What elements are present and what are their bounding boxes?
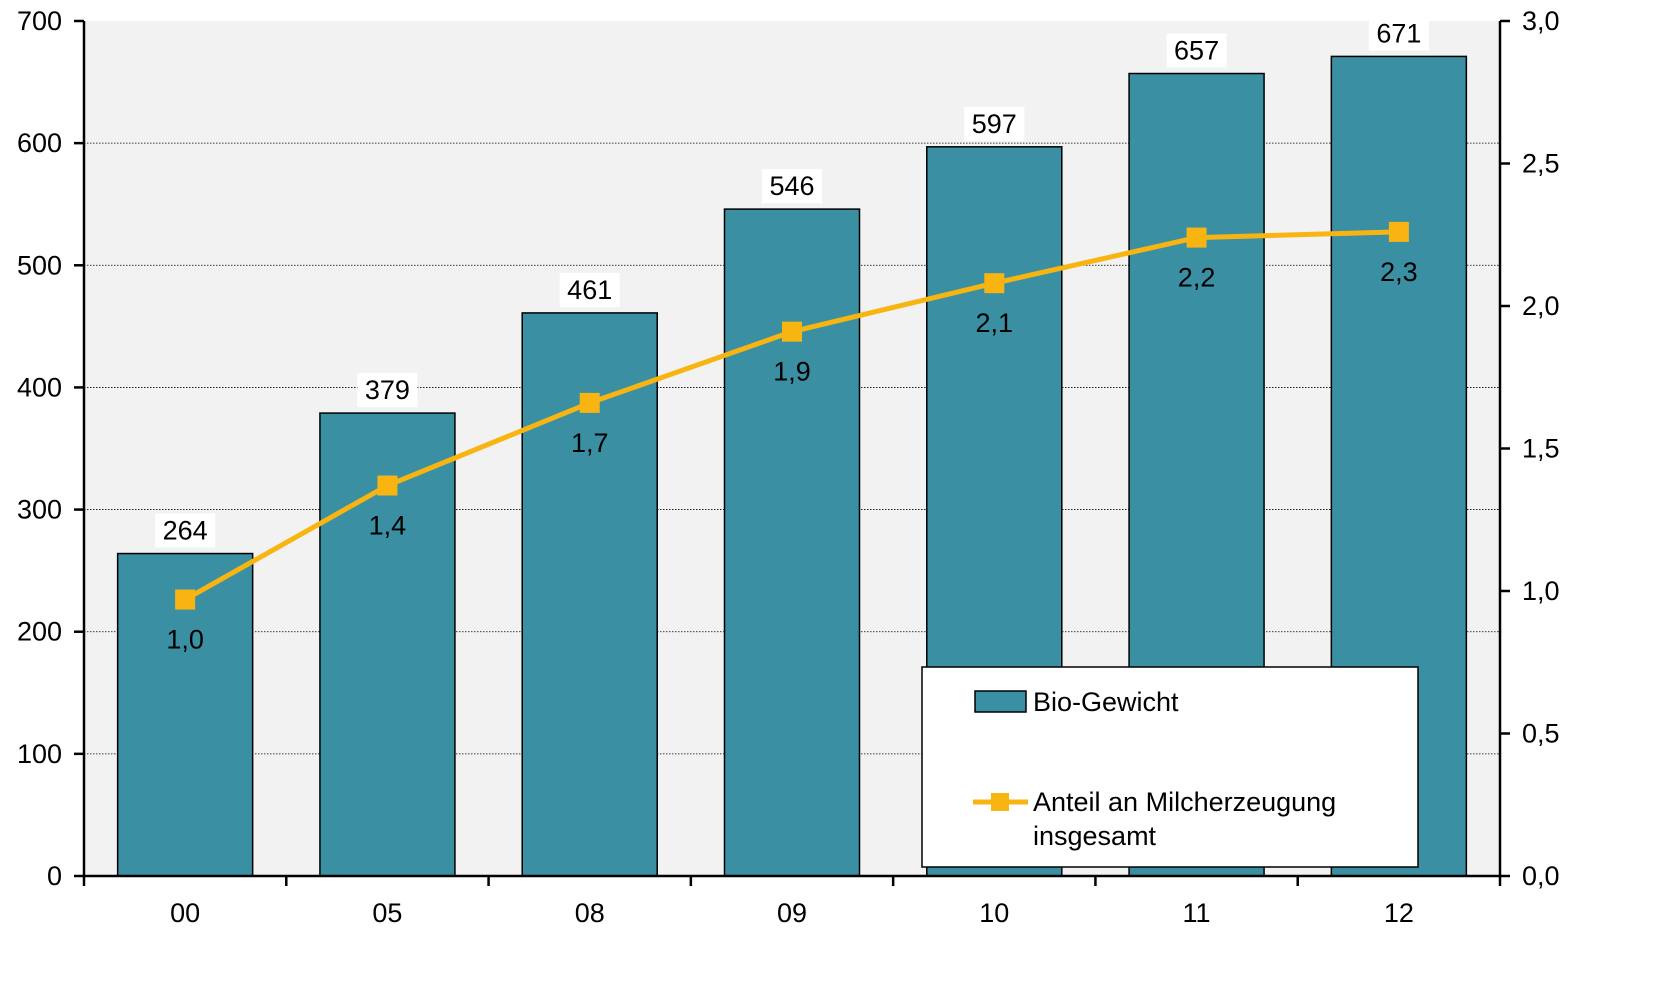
line-marker: [984, 273, 1005, 294]
legend-swatch-marker: [991, 793, 1009, 811]
y-left-tick-label: 500: [17, 250, 62, 280]
line-marker: [377, 475, 398, 496]
y-left-tick-label: 0: [47, 861, 62, 891]
x-tick-label: 00: [170, 898, 200, 928]
y-left-tick-label: 200: [17, 617, 62, 647]
line-series: [175, 221, 1409, 610]
bar-data-label: 379: [365, 375, 410, 405]
bar-data-label: 264: [163, 516, 208, 546]
y-right-tick-label: 1,0: [1522, 576, 1560, 606]
bar-data-label-bg: [1368, 16, 1429, 51]
y-right-tick-label: 2,5: [1522, 149, 1560, 179]
bar-data-label-bg: [964, 106, 1025, 141]
legend-label-line-2: insgesamt: [1033, 821, 1157, 851]
line-data-labels: 1,0 1,4 1,7 1,9 2,1 2,2 2,3: [166, 257, 1417, 655]
bar-data-label-bg: [762, 169, 822, 204]
bar-data-label-bg: [155, 513, 216, 548]
line-data-label: 1,0: [166, 625, 204, 655]
legend-label-line: Anteil an Milcherzeugung insgesamt: [1033, 787, 1344, 851]
y-right-tick-label: 3,0: [1522, 6, 1560, 36]
line-marker: [782, 321, 802, 342]
y-right-tick-label: 1,5: [1522, 434, 1560, 464]
y-left-tick-label: 600: [17, 128, 62, 158]
line-data-label: 2,2: [1178, 263, 1216, 293]
x-tick-label: 09: [777, 898, 807, 928]
line-marker: [1388, 221, 1409, 242]
y-right-tick-label: 2,0: [1522, 291, 1560, 321]
y-left-tick-label: 100: [17, 739, 62, 769]
x-tick-label: 08: [575, 898, 605, 928]
bar-data-label-bg: [1166, 33, 1227, 68]
bar-data-label-bg: [357, 373, 418, 408]
bar-data-label: 671: [1376, 18, 1421, 48]
bar-data-label: 546: [769, 171, 814, 201]
legend: Bio-Gewicht Anteil an Milcherzeugung ins…: [921, 666, 1419, 868]
legend-swatch-bar: [974, 690, 1027, 713]
line-marker: [1186, 227, 1207, 248]
y-right-tick-label: 0,0: [1522, 861, 1560, 891]
y-left-tick-label: 300: [17, 495, 62, 525]
y-left-tick-label: 400: [17, 372, 62, 402]
y-left-tick-label: 700: [17, 6, 62, 36]
axes: 0 100 200 300 400 500 600 700 0,0 0,5 1,0 1,5 2,0 2,5…: [17, 6, 1560, 928]
bar-data-label: 597: [972, 109, 1017, 139]
bar: [723, 208, 861, 877]
line-data-label: 1,4: [369, 511, 407, 541]
line-marker: [579, 392, 600, 413]
line-marker: [175, 589, 196, 610]
bar-data-label: 657: [1174, 36, 1219, 66]
x-tick-label: 05: [372, 898, 402, 928]
x-tick-label: 11: [1183, 898, 1211, 928]
x-tick-label: 12: [1384, 898, 1414, 928]
line-data-label: 2,3: [1380, 257, 1418, 287]
line-data-label: 1,7: [571, 428, 609, 458]
y-right-tick-label: 0,5: [1522, 719, 1560, 749]
bar-data-label-bg: [559, 272, 620, 307]
bar-data-label: 461: [567, 275, 612, 305]
legend-label-line-1: Anteil an Milcherzeugung: [1033, 787, 1336, 817]
line-data-label: 1,9: [773, 357, 811, 387]
legend-label-bar: Bio-Gewicht: [1033, 687, 1179, 717]
bar-data-labels: 264 379 461 546 597 657 671: [155, 16, 1429, 548]
line-data-label: 2,1: [976, 308, 1014, 338]
x-tick-label: 10: [979, 898, 1009, 928]
